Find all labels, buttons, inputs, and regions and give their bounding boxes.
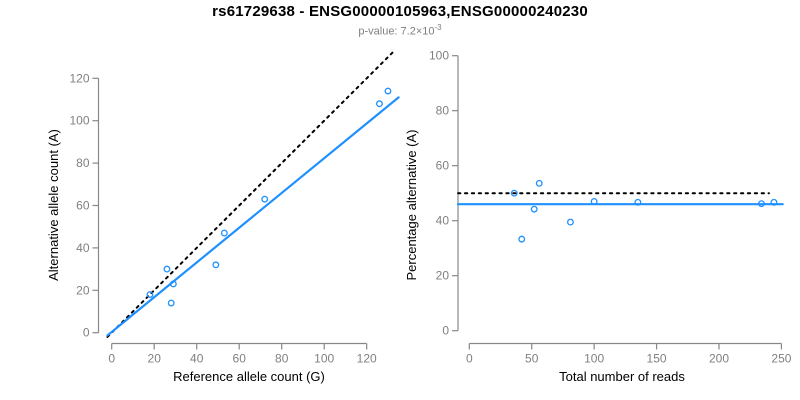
x-tick-label: 20 <box>148 352 162 366</box>
data-point <box>220 229 228 237</box>
right-plot-panel: 0 50 100 150 200 250 0 20 40 60 80 100 Total number … <box>404 49 792 384</box>
y-tick-label: 80 <box>436 104 450 118</box>
x-tick-label: 80 <box>275 352 289 366</box>
x-tick-label: 150 <box>647 352 667 366</box>
data-point <box>590 197 598 205</box>
data-point <box>518 235 526 243</box>
x-axis-title: Reference allele count (G) <box>173 369 325 384</box>
y-tick-label: 0 <box>442 324 449 338</box>
data-point <box>163 265 171 273</box>
data-point <box>384 87 392 95</box>
x-tick-label: 60 <box>233 352 247 366</box>
y-axis-title: Percentage alternative (A) <box>404 129 419 280</box>
data-point <box>566 218 574 226</box>
data-point <box>376 100 383 108</box>
y-tick-label: 100 <box>69 114 89 128</box>
y-axis-title: Alternative allele count (A) <box>46 129 61 281</box>
identity-line <box>106 50 395 338</box>
y-tick-label: 100 <box>429 49 449 63</box>
data-point <box>770 198 778 206</box>
data-point <box>146 291 154 298</box>
p-value-exponent: -3 <box>434 23 442 32</box>
x-tick-label: 50 <box>525 352 539 366</box>
x-tick-label: 100 <box>584 352 604 366</box>
left-plot-panel: 0 20 40 60 80 100 120 0 20 40 60 80 100 120 Reference … <box>46 50 400 384</box>
y-tick-label: 60 <box>76 199 90 213</box>
data-point <box>212 261 220 269</box>
data-point <box>757 200 765 208</box>
y-tick-label: 40 <box>436 214 450 228</box>
y-tick-label: 20 <box>76 283 90 297</box>
regression-line <box>106 96 400 337</box>
y-tick-label: 60 <box>436 159 450 173</box>
page-title: rs61729638 - ENSG00000105963,ENSG0000024… <box>212 3 588 20</box>
x-tick-label: 0 <box>108 352 115 366</box>
data-point <box>510 189 518 197</box>
x-tick-label: 100 <box>314 352 334 366</box>
y-tick-label: 40 <box>76 241 90 255</box>
x-tick-label: 40 <box>190 352 204 366</box>
data-point <box>261 195 269 203</box>
y-tick-label: 0 <box>83 326 90 340</box>
x-tick-label: 120 <box>357 352 377 366</box>
x-axis-title: Total number of reads <box>559 369 685 384</box>
data-point <box>167 299 175 307</box>
y-tick-label: 80 <box>76 156 90 170</box>
data-point <box>535 179 543 187</box>
p-value-subtitle: p-value: 7.2×10-3 <box>0 23 800 38</box>
data-point <box>169 280 177 288</box>
y-tick-label: 120 <box>69 71 89 85</box>
x-tick-label: 250 <box>771 352 791 366</box>
x-tick-label: 200 <box>709 352 729 366</box>
data-point <box>634 198 642 206</box>
y-tick-label: 20 <box>436 269 450 283</box>
x-tick-label: 0 <box>466 352 473 366</box>
data-point <box>530 205 538 213</box>
p-value-text: p-value: 7.2×10 <box>358 25 435 38</box>
